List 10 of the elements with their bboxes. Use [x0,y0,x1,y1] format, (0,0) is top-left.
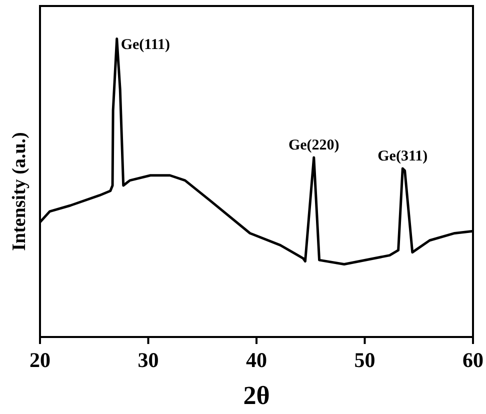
annotation: Ge(311) [378,148,428,165]
x-tick-label: 60 [462,348,484,372]
annotation: Ge(220) [288,137,340,154]
x-tick-label: 40 [246,348,267,372]
annotation: Ge(111) [120,36,170,53]
x-tick-label: 50 [354,348,376,372]
x-tick-label: 20 [30,348,50,372]
y-axis-title: Intensity (a.u.) [9,132,30,251]
x-tick-label: 30 [138,348,159,372]
x-axis-title: 2θ [243,381,270,410]
